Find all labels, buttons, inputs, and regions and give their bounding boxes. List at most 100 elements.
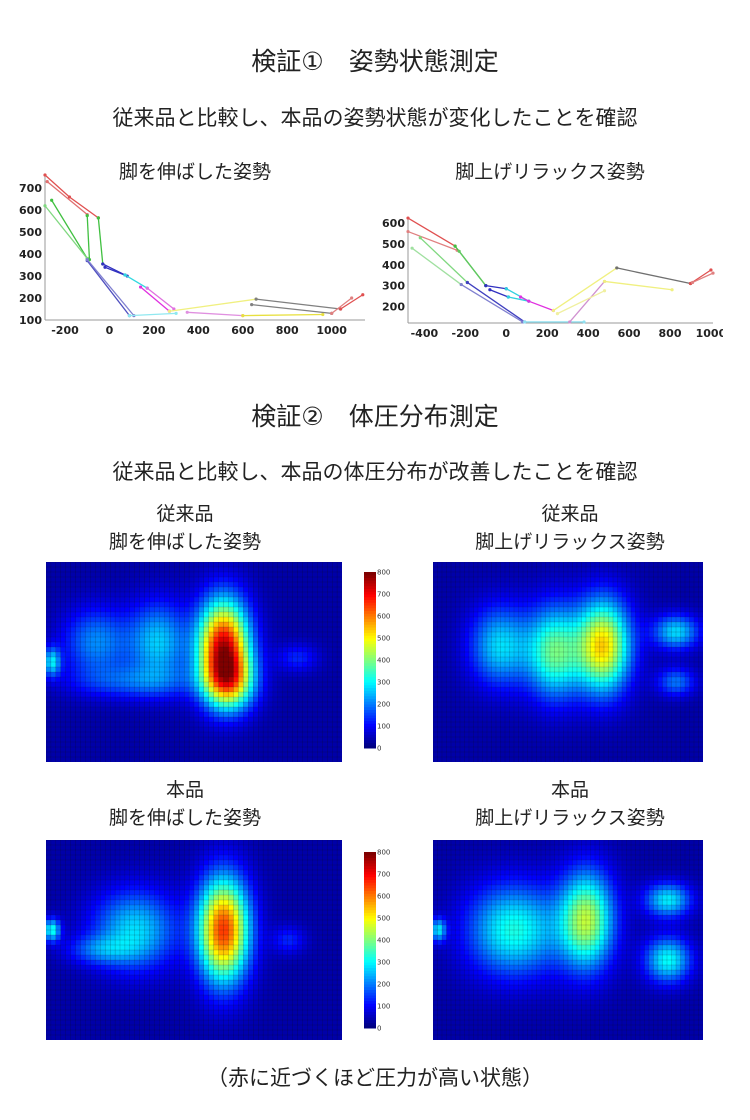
heatmap-cell bbox=[590, 576, 596, 583]
heatmap-cell bbox=[549, 741, 555, 748]
heatmap-cell bbox=[70, 596, 77, 603]
heatmap-cell bbox=[198, 621, 205, 628]
heatmap-cell bbox=[626, 646, 632, 653]
heatmap-cell bbox=[307, 716, 313, 723]
heatmap-cell bbox=[500, 636, 506, 643]
heatmap-cell bbox=[572, 736, 578, 743]
heatmap-cell bbox=[477, 686, 483, 693]
heatmap-cell bbox=[671, 676, 677, 683]
heatmap-cell bbox=[218, 596, 225, 603]
heatmap-cell bbox=[513, 726, 519, 733]
heatmap-cell bbox=[468, 636, 474, 643]
heatmap-cell bbox=[169, 651, 175, 658]
heatmap-cell bbox=[114, 721, 121, 728]
heatmap-cell bbox=[164, 626, 170, 633]
heatmap-cell bbox=[75, 581, 81, 588]
heatmap-cell bbox=[518, 621, 524, 628]
heatmap-cell bbox=[536, 691, 542, 698]
heatmap-cell bbox=[198, 741, 205, 748]
heatmap-cell bbox=[639, 691, 645, 698]
heatmap-cell bbox=[518, 601, 524, 608]
heatmap-cell bbox=[477, 681, 483, 688]
heatmap-cell bbox=[527, 606, 533, 613]
heatmap-cell bbox=[179, 576, 185, 583]
heatmap-cell bbox=[621, 576, 627, 583]
heatmap-cell bbox=[491, 691, 497, 698]
heatmap-cell bbox=[441, 581, 447, 588]
heatmap-cell bbox=[193, 731, 200, 738]
heatmap-cell bbox=[558, 741, 564, 748]
label-line1: 本品 bbox=[165, 779, 204, 801]
heatmap-cell bbox=[198, 571, 205, 578]
heatmap-cell bbox=[139, 676, 146, 683]
heatmap-cell bbox=[513, 576, 519, 583]
series-line bbox=[407, 230, 458, 251]
heatmap-cell bbox=[322, 562, 328, 568]
heatmap-cell bbox=[80, 736, 86, 743]
heatmap-cell bbox=[238, 661, 244, 668]
heatmap-cell bbox=[459, 706, 465, 713]
heatmap-cell bbox=[258, 591, 264, 598]
heatmap-cell bbox=[307, 746, 313, 753]
heatmap-cell bbox=[85, 566, 91, 573]
heatmap-cell bbox=[65, 636, 72, 643]
heatmap-cell bbox=[70, 576, 77, 583]
data-point bbox=[350, 296, 354, 300]
heatmap-cell bbox=[139, 621, 146, 628]
heatmap-cell bbox=[70, 651, 77, 658]
heatmap-cell bbox=[477, 571, 483, 578]
heatmap-cell bbox=[441, 696, 447, 703]
heatmap-cell bbox=[65, 601, 72, 608]
heatmap-cell bbox=[477, 741, 483, 748]
heatmap-cell bbox=[603, 681, 609, 688]
heatmap-cell bbox=[599, 566, 605, 573]
heatmap-cell bbox=[522, 636, 528, 643]
heatmap-cell bbox=[193, 586, 200, 593]
heatmap-cell bbox=[124, 636, 131, 643]
heatmap-cell bbox=[581, 566, 587, 573]
heatmap-cell bbox=[188, 746, 195, 753]
heatmap-cell bbox=[46, 840, 52, 846]
heatmap-cell bbox=[65, 696, 72, 703]
heatmap-cell bbox=[253, 691, 259, 698]
heatmap-cell bbox=[302, 746, 308, 753]
heatmap-cell bbox=[213, 706, 220, 713]
heatmap-cell bbox=[174, 562, 180, 568]
heatmap-cell bbox=[522, 566, 528, 573]
heatmap-cell bbox=[119, 576, 126, 583]
heatmap-cell bbox=[536, 721, 542, 728]
heatmap-cell bbox=[590, 601, 596, 608]
heatmap-cell bbox=[203, 581, 210, 588]
heatmap-cell bbox=[75, 716, 81, 723]
heatmap-cell bbox=[213, 581, 220, 588]
heatmap-cell bbox=[238, 746, 244, 753]
heatmap-cell bbox=[243, 686, 249, 693]
heatmap-cell bbox=[441, 701, 447, 708]
heatmap-cell bbox=[292, 686, 299, 693]
heatmap-cell bbox=[433, 696, 438, 703]
heatmap-cell bbox=[536, 661, 542, 668]
heatmap-cell bbox=[188, 691, 195, 698]
heatmap-cell bbox=[188, 656, 195, 663]
heatmap-cell bbox=[287, 571, 294, 578]
heatmap-cell bbox=[648, 726, 654, 733]
heatmap-cell bbox=[585, 586, 591, 593]
heatmap-cell bbox=[689, 581, 695, 588]
heatmap-cell bbox=[144, 651, 151, 658]
heatmap-cell bbox=[164, 661, 170, 668]
heatmap-cell bbox=[267, 586, 274, 593]
heatmap-cell bbox=[464, 706, 470, 713]
heatmap-cell bbox=[336, 591, 342, 598]
heatmap-cell bbox=[639, 591, 645, 598]
heatmap-cell bbox=[698, 616, 703, 623]
heatmap-cell bbox=[531, 651, 537, 658]
heatmap-cell bbox=[698, 736, 703, 743]
heatmap-cell bbox=[174, 706, 180, 713]
heatmap-cell bbox=[473, 636, 479, 643]
heatmap-cell bbox=[159, 646, 165, 653]
heatmap-cell bbox=[169, 711, 175, 718]
heatmap-cell bbox=[509, 646, 515, 653]
heatmap-cell bbox=[464, 676, 470, 683]
heatmap-cell bbox=[184, 686, 190, 693]
heatmap-cell bbox=[332, 651, 338, 658]
